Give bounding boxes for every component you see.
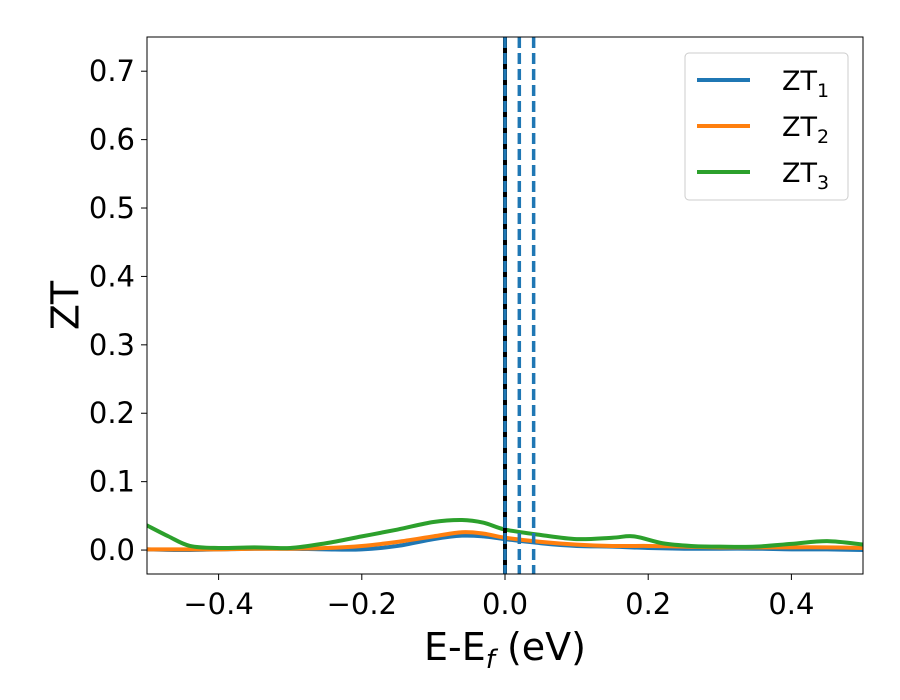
x-tick-label: 0.4	[768, 587, 814, 621]
series-line-zt3	[147, 517, 863, 551]
x-tick-label: −0.2	[327, 587, 397, 621]
y-axis-ticks: 0.0 0.1 0.2 0.3 0.4 0.5 0.6 0.7	[89, 54, 147, 567]
series-layer	[147, 517, 863, 553]
x-tick-label: 0.0	[482, 587, 528, 621]
y-tick-label: 0.1	[89, 465, 135, 499]
x-tick-label: 0.2	[625, 587, 671, 621]
legend-items: ZT1 ZT2 ZT3	[697, 66, 829, 194]
y-tick-label: 0.6	[89, 123, 135, 157]
legend-label-zt2: ZT2	[782, 112, 829, 148]
y-tick-label: 0.3	[89, 328, 135, 362]
y-tick-label: 0.5	[89, 191, 135, 225]
x-axis-title-main: E-E	[424, 625, 486, 669]
y-tick-label: 0.7	[89, 54, 135, 88]
x-axis-title: E-Ef (eV)	[424, 625, 586, 675]
y-tick-label: 0.4	[89, 259, 135, 293]
y-tick-label: 0.2	[89, 396, 135, 430]
y-tick-label: 0.0	[89, 533, 135, 567]
y-axis-title: ZT	[44, 280, 88, 330]
x-axis-ticks: −0.4 −0.2 0.0 0.2 0.4	[183, 574, 814, 621]
legend-box	[684, 52, 849, 201]
x-axis-title-unit: (eV)	[495, 625, 586, 669]
legend-label-zt1: ZT1	[782, 66, 829, 102]
x-tick-label: −0.4	[183, 587, 253, 621]
legend: ZT1 ZT2 ZT3	[684, 52, 849, 201]
legend-label-zt3: ZT3	[782, 158, 829, 194]
reference-lines	[503, 37, 536, 574]
